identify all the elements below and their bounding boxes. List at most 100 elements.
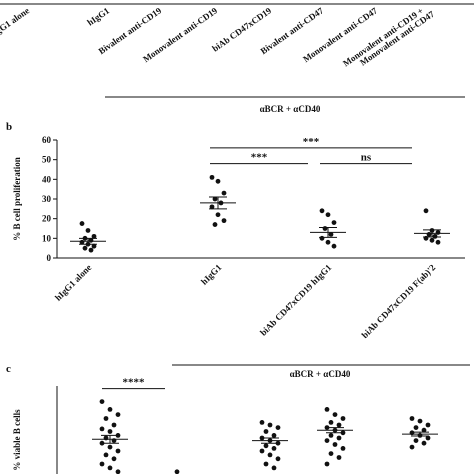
- data-point: [115, 469, 121, 474]
- y-axis-label: % B cell proliferation: [12, 157, 22, 241]
- data-point: [322, 226, 328, 231]
- error-bar: [423, 229, 441, 238]
- x-tick-label: biAb CD47xCD19 hIgG1: [258, 262, 334, 338]
- data-point: [115, 412, 121, 417]
- data-point: [215, 178, 221, 184]
- data-point: [432, 233, 438, 239]
- data-point: [99, 399, 105, 404]
- data-point: [421, 427, 427, 433]
- data-point: [82, 245, 88, 251]
- data-point: [111, 456, 117, 462]
- data-point: [328, 451, 334, 456]
- y-tick-label: 0: [47, 253, 52, 263]
- data-point: [91, 243, 97, 249]
- data-point: [221, 218, 227, 224]
- y-tick-label: 10: [42, 233, 52, 243]
- data-point: [413, 438, 419, 443]
- data-point: [107, 444, 113, 450]
- data-point: [115, 448, 121, 454]
- error-bar: [411, 431, 429, 437]
- significance-label: ***: [251, 152, 268, 164]
- error-bar: [326, 427, 344, 434]
- error-bar: [79, 237, 97, 245]
- data-point: [79, 221, 85, 226]
- data-point: [336, 435, 342, 441]
- group-label: αBCR + αCD40: [260, 104, 321, 114]
- data-point: [336, 455, 342, 460]
- y-tick-label: 50: [42, 155, 52, 165]
- y-tick-label: 20: [42, 214, 52, 224]
- data-point: [107, 429, 113, 434]
- x-tick-label: Monovalent anti-CD19 +: [341, 5, 425, 68]
- panel-label: c: [6, 363, 11, 375]
- data-point: [325, 212, 331, 218]
- data-point: [332, 412, 338, 417]
- data-point: [417, 418, 423, 424]
- data-point: [425, 422, 431, 428]
- data-point: [215, 212, 221, 218]
- data-point: [435, 239, 441, 245]
- data-point: [423, 208, 429, 214]
- group-label: αBCR + αCD40: [290, 369, 351, 379]
- y-tick-label: 30: [42, 194, 52, 204]
- data-point: [221, 190, 227, 196]
- data-point: [267, 452, 273, 458]
- data-point: [209, 174, 215, 180]
- data-point: [421, 440, 427, 446]
- data-point: [103, 416, 109, 421]
- data-point: [413, 425, 419, 430]
- data-point: [425, 435, 431, 441]
- x-tick-label: hIgG1 alone: [0, 5, 31, 40]
- x-tick-label: biAb CD47xCD19 F(ab)'2: [360, 262, 438, 340]
- data-point: [409, 444, 415, 450]
- data-point: [324, 461, 330, 467]
- error-bar: [261, 437, 279, 444]
- data-point: [429, 237, 435, 243]
- significance-label: ***: [303, 136, 320, 148]
- error-bar: [101, 434, 119, 444]
- data-point: [107, 465, 113, 471]
- data-point: [267, 422, 273, 428]
- data-point: [275, 456, 281, 462]
- data-point: [103, 452, 109, 458]
- data-point: [263, 461, 269, 467]
- data-point: [319, 235, 325, 241]
- data-point: [111, 422, 117, 428]
- data-point: [99, 426, 105, 432]
- data-point: [99, 461, 105, 467]
- data-point: [259, 448, 265, 454]
- x-tick-label: hIgG1 alone: [53, 262, 93, 302]
- error-bar: [209, 196, 227, 210]
- data-point: [331, 243, 337, 249]
- data-point: [209, 204, 215, 210]
- data-point: [332, 442, 338, 447]
- significance-label: ns: [361, 152, 372, 164]
- error-bar: [319, 227, 337, 238]
- y-tick-label: 60: [42, 135, 52, 145]
- data-point: [212, 196, 218, 202]
- data-point: [275, 425, 281, 430]
- y-tick-label: 40: [42, 174, 52, 184]
- data-point: [435, 230, 441, 235]
- data-point: [271, 465, 277, 471]
- data-point: [263, 443, 269, 449]
- data-point: [88, 247, 94, 253]
- data-point: [331, 220, 337, 226]
- panel-label: b: [6, 121, 12, 133]
- data-point: [263, 429, 269, 434]
- data-point: [324, 438, 330, 443]
- data-point: [328, 433, 334, 438]
- data-point: [324, 407, 330, 412]
- data-point: [409, 416, 415, 421]
- data-point: [91, 233, 97, 239]
- data-point: [328, 420, 334, 425]
- data-point: [340, 446, 346, 451]
- data-point: [328, 232, 334, 237]
- data-point: [340, 416, 346, 421]
- data-point: [319, 208, 325, 214]
- x-tick-label: hIgG1: [199, 262, 224, 287]
- data-point: [426, 232, 432, 237]
- data-point: [85, 228, 91, 233]
- significance-label: ****: [123, 377, 146, 389]
- data-point: [107, 407, 113, 412]
